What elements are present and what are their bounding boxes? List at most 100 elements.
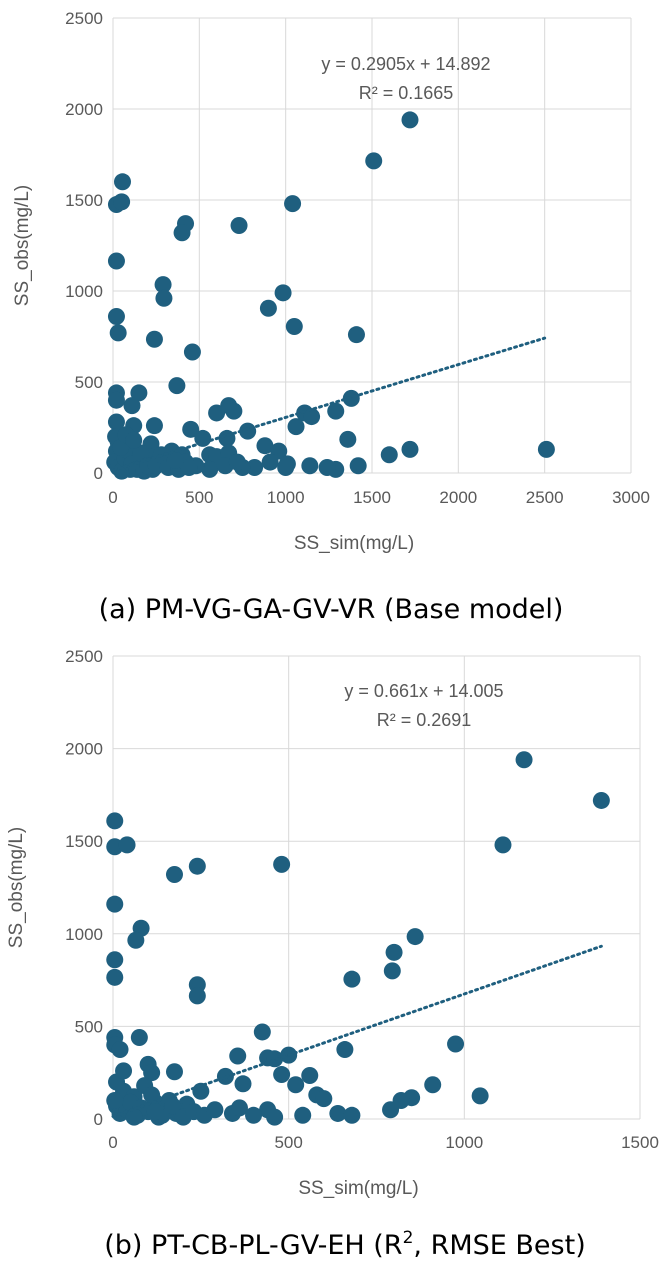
caption-a: (a) PM-VG-GA-GV-VR (Base model)	[99, 594, 564, 625]
data-point	[188, 857, 206, 875]
data-point	[107, 252, 125, 270]
x-tick-label: 1000	[267, 488, 305, 507]
data-point	[166, 451, 184, 469]
data-point	[113, 173, 131, 191]
data-point	[165, 866, 183, 884]
x-axis-title: SS_sim(mg/L)	[294, 533, 414, 554]
data-point	[107, 307, 125, 325]
x-tick-label: 1500	[353, 488, 391, 507]
y-axis-title: SS_obs(mg/L)	[12, 185, 33, 306]
data-point	[115, 1062, 133, 1080]
chart-b: 0 500 1000 1500 2000 2500 0 500 1000 1500 SS_sim(m…	[6, 647, 659, 1199]
trend-equation: y = 0.2905x + 14.892	[321, 54, 490, 74]
data-point	[274, 284, 292, 302]
data-point	[143, 1064, 161, 1082]
data-point	[327, 402, 345, 420]
data-point	[537, 440, 555, 458]
y-tick-label: 2500	[65, 9, 103, 28]
data-point	[287, 1076, 305, 1094]
y-tick-label: 1000	[65, 282, 103, 301]
data-point	[266, 1108, 284, 1126]
data-point	[349, 457, 367, 475]
data-point	[127, 931, 145, 949]
x-tick-label: 0	[108, 1133, 117, 1152]
chart-a: 0 500 1000 1500 2000 2500 0 500 1000 1500 2000 2500…	[12, 9, 650, 554]
x-tick-label: 3000	[612, 488, 650, 507]
data-point	[383, 962, 401, 980]
data-point	[145, 330, 163, 348]
data-point	[106, 951, 124, 969]
data-point	[266, 1050, 284, 1068]
data-point	[132, 444, 150, 462]
data-point	[261, 453, 279, 471]
data-point	[165, 1063, 183, 1081]
data-point	[385, 943, 403, 961]
trend-equation: y = 0.661x + 14.005	[344, 681, 503, 701]
data-point	[424, 1076, 442, 1094]
data-point	[256, 437, 274, 455]
data-point	[228, 453, 246, 471]
data-point	[180, 459, 198, 477]
data-point	[285, 317, 303, 335]
data-point	[336, 1041, 354, 1059]
r-squared-label: R² = 0.1665	[359, 83, 454, 103]
data-point	[143, 1086, 161, 1104]
data-point	[229, 1047, 247, 1065]
x-axis-title: SS_sim(mg/L)	[298, 1178, 418, 1199]
data-point	[343, 970, 361, 988]
data-point	[125, 1108, 143, 1126]
data-point	[155, 289, 173, 307]
data-point	[284, 195, 302, 213]
data-point	[471, 1087, 489, 1105]
data-point	[225, 402, 243, 420]
data-point	[318, 459, 336, 477]
data-point	[365, 152, 383, 170]
data-point	[246, 459, 264, 477]
data-point	[106, 812, 124, 830]
data-point	[182, 420, 200, 438]
data-point	[125, 431, 143, 449]
y-axis-title: SS_obs(mg/L)	[6, 827, 27, 948]
data-point	[303, 408, 321, 426]
y-tick-label: 2500	[65, 647, 103, 666]
data-point	[130, 1029, 148, 1047]
data-point	[118, 836, 136, 854]
x-tick-label: 1000	[445, 1133, 483, 1152]
y-tick-label: 500	[75, 373, 103, 392]
data-point	[107, 391, 125, 409]
y-tick-label: 0	[94, 464, 103, 483]
data-point	[130, 384, 148, 402]
data-point	[230, 216, 248, 234]
data-point	[401, 111, 419, 129]
data-point	[146, 1103, 164, 1121]
y-tick-label: 1000	[65, 925, 103, 944]
data-point	[168, 377, 186, 395]
data-point	[188, 987, 206, 1005]
data-point	[273, 855, 291, 873]
y-tick-label: 1500	[65, 191, 103, 210]
data-point	[230, 1099, 248, 1117]
x-tick-label: 0	[108, 488, 117, 507]
data-point	[107, 413, 125, 431]
data-point	[234, 1075, 252, 1093]
x-tick-label: 1500	[621, 1133, 659, 1152]
data-point	[113, 193, 131, 211]
caption-b-tail: , RMSE Best)	[413, 1230, 585, 1261]
data-point	[406, 928, 424, 946]
data-point	[301, 457, 319, 475]
y-tick-label: 2000	[65, 100, 103, 119]
y-tick-label: 500	[75, 1017, 103, 1036]
y-tick-label: 2000	[65, 740, 103, 759]
data-point	[347, 326, 365, 344]
r-squared-label: R² = 0.2691	[377, 710, 472, 730]
data-point	[145, 417, 163, 435]
data-point	[301, 1066, 319, 1084]
data-point	[206, 1101, 224, 1119]
trendline	[111, 336, 547, 472]
data-point	[194, 429, 212, 447]
data-point	[208, 404, 226, 422]
data-point	[343, 1106, 361, 1124]
data-point	[515, 751, 533, 769]
data-point	[183, 343, 201, 361]
